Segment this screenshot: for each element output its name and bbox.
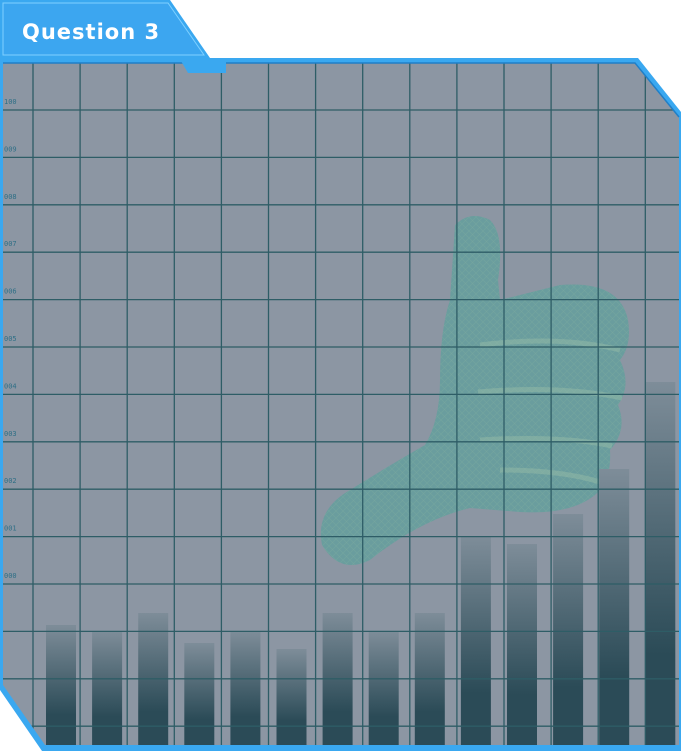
grid-lines [3,63,679,745]
question-title: Question 3 [22,20,160,44]
row-label: 005 [4,335,17,343]
row-label: 002 [4,477,17,485]
bar [645,382,676,745]
bar [230,631,261,745]
row-label: 001 [4,525,17,533]
row-label: 004 [4,382,17,390]
row-label: 008 [4,193,17,201]
bar [276,649,307,745]
bar [599,469,630,745]
bar [368,631,399,745]
row-label: 000 [4,572,17,580]
bar [184,643,215,745]
row-label: 006 [4,288,17,296]
bar [460,536,491,745]
bar [46,625,76,745]
row-label: 009 [4,145,17,153]
bar [507,544,537,745]
row-label: 100 [4,98,17,106]
row-label: 007 [4,240,17,248]
bar [553,514,584,745]
row-label: 003 [4,430,17,438]
bar [92,631,123,745]
row-labels: 100 009 008 007 006 005 004 003 002 001 000 [4,98,17,580]
question-tab: Question 3 [0,0,226,73]
thumbs-up-icon [320,216,629,565]
